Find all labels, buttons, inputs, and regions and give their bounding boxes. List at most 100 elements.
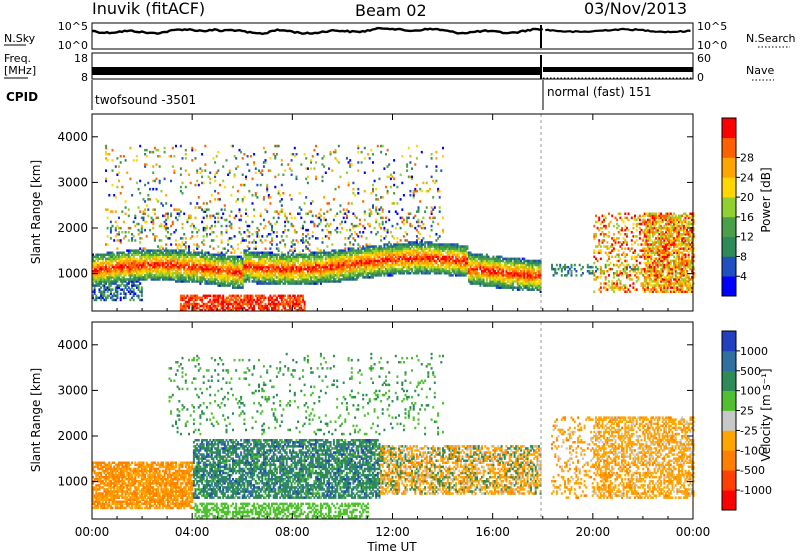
heatmap-cell xyxy=(217,263,220,267)
heatmap-cell xyxy=(287,304,290,308)
heatmap-cell xyxy=(140,288,143,291)
heatmap-cell xyxy=(137,265,140,269)
heatmap-cell xyxy=(228,257,231,261)
heatmap-cell xyxy=(152,233,155,236)
heatmap-cell xyxy=(337,267,340,271)
heatmap-cell xyxy=(227,265,230,269)
heatmap-cell xyxy=(114,288,117,291)
heatmap-cell xyxy=(114,263,117,267)
heatmap-cell xyxy=(375,194,378,197)
heatmap-cell xyxy=(381,222,384,226)
heatmap-cell xyxy=(282,300,285,304)
heatmap-cell xyxy=(113,253,116,256)
heatmap-cell xyxy=(160,267,163,271)
heatmap-cell xyxy=(331,255,334,259)
heatmap-cell xyxy=(326,228,329,232)
heatmap-cell xyxy=(245,259,247,263)
beam-title: Beam 02 xyxy=(355,1,427,20)
heatmap-cell xyxy=(179,237,182,240)
heatmap-cell xyxy=(155,278,158,281)
heatmap-cell xyxy=(275,270,278,273)
heatmap-cell xyxy=(280,159,283,162)
heatmap-cell xyxy=(212,261,215,265)
heatmap-cell xyxy=(106,257,109,261)
heatmap-cell xyxy=(345,259,348,263)
heatmap-cell xyxy=(194,304,197,308)
heatmap-cell xyxy=(220,296,223,300)
heatmap-cell xyxy=(376,272,379,275)
heatmap-cell xyxy=(245,249,247,252)
heatmap-cell xyxy=(119,298,122,302)
heatmap-cell xyxy=(196,257,199,261)
heatmap-cell xyxy=(158,259,161,263)
heatmap-cell xyxy=(290,276,293,279)
heatmap-cell xyxy=(129,292,132,295)
heatmap-cell xyxy=(129,272,132,275)
heatmap-cell xyxy=(409,241,412,244)
heatmap-cell xyxy=(135,249,138,252)
heatmap-cell xyxy=(176,270,179,273)
heatmap-cell xyxy=(191,274,194,277)
heatmap-cell xyxy=(280,208,283,211)
heatmap-cell xyxy=(95,255,98,259)
heatmap-cell xyxy=(178,249,181,252)
heatmap-cell xyxy=(415,245,418,248)
heatmap-cell xyxy=(214,261,217,265)
heatmap-cell xyxy=(132,278,135,281)
heatmap-cell xyxy=(140,286,143,289)
heatmap-cell xyxy=(378,259,381,263)
heatmap-cell xyxy=(222,257,225,261)
heatmap-cell xyxy=(308,274,311,277)
heatmap-cell xyxy=(298,253,301,256)
heatmap-cell xyxy=(137,272,140,275)
heatmap-cell xyxy=(241,286,244,289)
heatmap-cell xyxy=(332,218,335,222)
heatmap-cell xyxy=(119,296,122,300)
heatmap-cell xyxy=(303,272,306,275)
heatmap-cell xyxy=(381,144,384,148)
heatmap-cell xyxy=(349,163,352,166)
heatmap-cell xyxy=(287,296,290,300)
heatmap-cell xyxy=(386,247,389,250)
heatmap-cell xyxy=(188,245,190,248)
heatmap-cell xyxy=(175,208,177,211)
heatmap-cell xyxy=(282,259,285,263)
heatmap-cell xyxy=(186,267,189,271)
heatmap-cell xyxy=(280,163,283,166)
heatmap-cell xyxy=(275,144,278,148)
heatmap-cell xyxy=(228,278,231,281)
heatmap-cell xyxy=(272,270,275,273)
heatmap-cell xyxy=(122,253,125,256)
heatmap-cell xyxy=(157,272,160,275)
heatmap-cell xyxy=(409,194,412,197)
heatmap-cell xyxy=(297,296,300,300)
heatmap-cell xyxy=(355,259,358,263)
heatmap-cell xyxy=(183,243,186,246)
heatmap-cell xyxy=(375,255,378,259)
heatmap-cell xyxy=(246,224,249,228)
heatmap-cell xyxy=(116,261,119,265)
heatmap-cell xyxy=(114,298,117,302)
heatmap-cell xyxy=(341,251,343,254)
heatmap-cell xyxy=(171,255,174,259)
heatmap-cell xyxy=(406,163,409,166)
heatmap-cell xyxy=(204,144,207,148)
heatmap-cell xyxy=(165,226,168,230)
heatmap-cell xyxy=(430,175,433,179)
heatmap-cell xyxy=(285,267,288,271)
heatmap-cell xyxy=(248,255,251,259)
heatmap-cell xyxy=(414,251,417,254)
heatmap-cell xyxy=(179,270,182,273)
heatmap-cell xyxy=(131,257,134,261)
heatmap-cell xyxy=(135,261,138,265)
heatmap-cell xyxy=(258,169,260,172)
heatmap-cell xyxy=(407,270,410,273)
heatmap-cell xyxy=(194,296,197,300)
heatmap-cell xyxy=(118,270,120,273)
heatmap-cell xyxy=(191,231,194,234)
heatmap-cell xyxy=(362,261,365,265)
heatmap-cell xyxy=(388,263,391,267)
heatmap-cell xyxy=(324,218,327,222)
heatmap-cell xyxy=(163,263,166,267)
heatmap-cell xyxy=(98,288,101,291)
